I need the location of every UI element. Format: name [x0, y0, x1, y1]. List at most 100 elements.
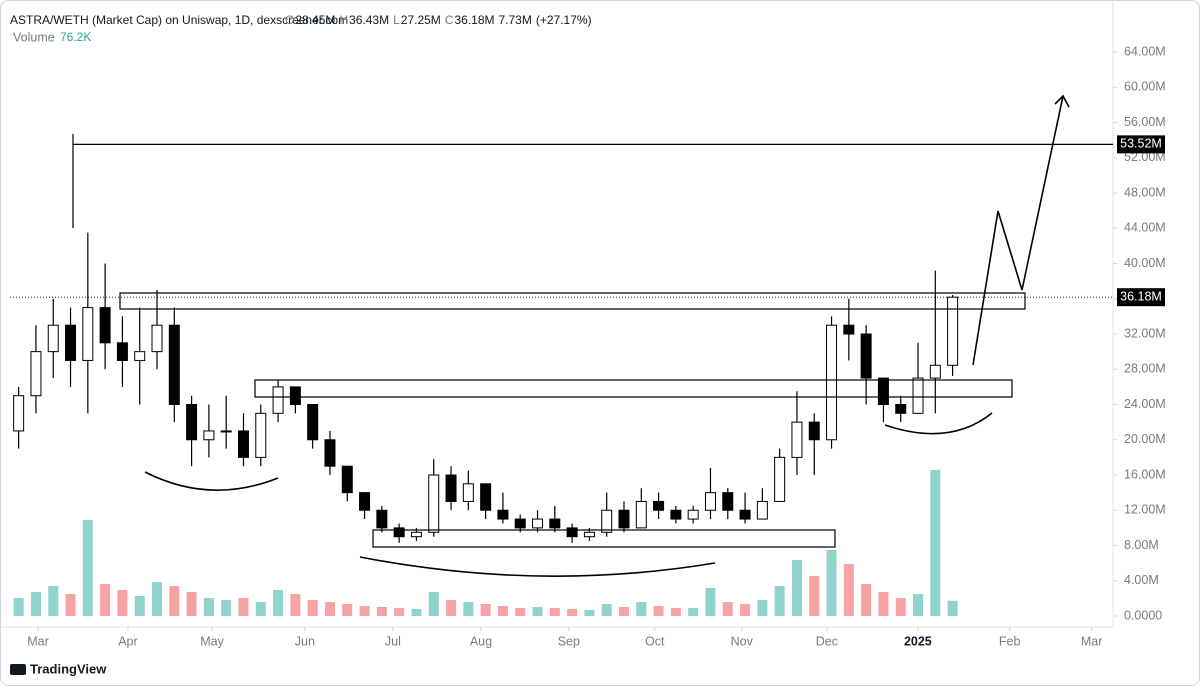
volume-bar [152, 582, 163, 616]
candle-body [929, 364, 941, 379]
x-tick-label: Aug [470, 634, 492, 648]
y-tick-label: 52.00M [1124, 150, 1166, 164]
volume-bar [117, 590, 128, 616]
volume-bar [826, 550, 837, 616]
y-tick-label: 0.0000 [1124, 608, 1162, 622]
volume-bar [376, 607, 387, 616]
candle-body [566, 527, 578, 538]
y-tick-label: 16.00M [1124, 467, 1166, 481]
candle-body [791, 421, 803, 458]
volume-bar [740, 604, 751, 616]
change-pct: (+27.17%) [536, 13, 592, 27]
volume-value: 76.2K [60, 30, 91, 44]
volume-bar [100, 584, 111, 616]
candle-body [47, 324, 59, 353]
volume-bar [930, 470, 941, 616]
candle-body [739, 509, 751, 520]
volume-bar [203, 598, 214, 616]
volume-bar [947, 600, 958, 616]
volume-bar [13, 598, 24, 616]
y-tick-label: 48.00M [1124, 185, 1166, 199]
y-tick-label: 32.00M [1124, 326, 1166, 340]
candle-body [134, 351, 146, 361]
candle-body [514, 518, 526, 529]
candle-body [480, 483, 492, 511]
candle-body [376, 509, 388, 529]
candle-body [670, 509, 682, 520]
y-tick-label: 20.00M [1124, 432, 1166, 446]
volume-bar [290, 594, 301, 616]
volume-bar [411, 609, 422, 616]
volume-bar [82, 520, 93, 616]
candle-body [687, 509, 699, 520]
candle-body [860, 333, 872, 379]
ohlc-key: H [339, 13, 348, 27]
candle-body [289, 386, 301, 406]
volume-bar [878, 592, 889, 616]
candle-body [704, 492, 716, 511]
candle-body [82, 307, 94, 361]
volume-bar [307, 600, 318, 616]
volume-title: Volume [13, 30, 55, 44]
plot [13, 232, 959, 616]
price-label-box [1117, 135, 1165, 154]
brand-name: TradingView [30, 661, 107, 676]
volume-bar [722, 602, 733, 616]
volume-bar [324, 602, 335, 616]
volume-bar [705, 588, 716, 616]
ohlc-value: 27.25M [401, 13, 441, 27]
x-tick-label: Sep [558, 634, 580, 648]
candle-body [618, 509, 630, 529]
volume-bar [428, 592, 439, 616]
change: 7.73M [499, 13, 532, 27]
ohlc-value: 36.43M [349, 13, 389, 27]
y-tick-label: 4.00M [1124, 573, 1159, 587]
curve [884, 412, 993, 435]
volume-bar [238, 598, 249, 616]
ohlc: O 28.45M H 36.43M L 27.25M C 36.18M 7.73M (+27.17… [285, 13, 592, 27]
volume-bar [134, 596, 145, 616]
y-tick-label: 44.00M [1124, 221, 1166, 235]
candle-body [13, 395, 25, 432]
candle-body [756, 500, 768, 520]
price-label: 36.18M [1120, 289, 1162, 303]
candle-body [220, 430, 232, 433]
x-tick-label: Mar [27, 634, 49, 648]
volume-bar [532, 607, 543, 616]
x-tick-label: Dec [816, 634, 838, 648]
volume-bar [670, 608, 681, 616]
y-tick-label: 56.00M [1124, 115, 1166, 129]
candle-body [168, 324, 180, 406]
zone [119, 292, 1026, 310]
volume-bar [653, 606, 664, 616]
candle-body [601, 509, 613, 533]
volume-bar [549, 608, 560, 616]
candle-body [99, 307, 111, 344]
candle-body [65, 324, 77, 361]
x-tick-label: Nov [731, 634, 754, 648]
price-label-box [1117, 288, 1165, 307]
x-tick-label: 2025 [904, 634, 932, 648]
candle-body [393, 527, 405, 538]
volume-bar [255, 602, 266, 616]
x-tick-label: Apr [118, 634, 137, 648]
volume-bar [688, 608, 699, 616]
volume-bar [636, 602, 647, 616]
y-tick-label: 60.00M [1124, 80, 1166, 94]
volume-bar [618, 607, 629, 616]
volume-bar [463, 602, 474, 616]
volume-bar [774, 586, 785, 616]
volume-bar [65, 594, 76, 616]
x-tick-label: Mar [1081, 634, 1103, 648]
candle-body [497, 509, 509, 520]
volume-bar [791, 560, 802, 616]
x-tick-label: May [200, 634, 224, 648]
candle-body [255, 412, 267, 458]
volume-bar [567, 609, 578, 616]
candle-body [30, 351, 42, 397]
volume-bar [601, 604, 612, 616]
candle-body [583, 531, 595, 538]
volume-bar [446, 600, 457, 616]
candle-body [272, 386, 284, 414]
